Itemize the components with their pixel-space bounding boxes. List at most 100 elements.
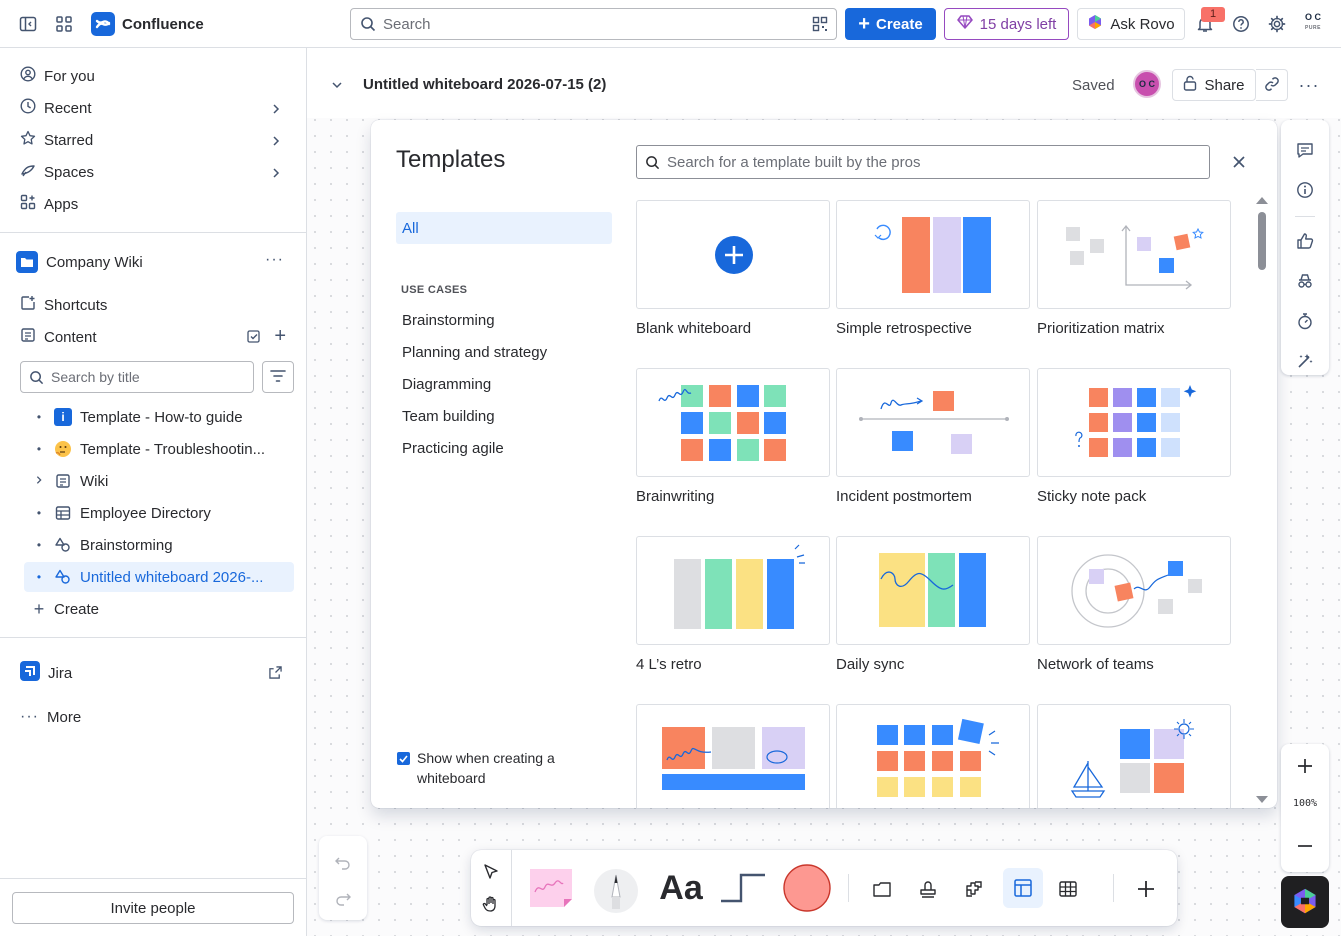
table-grid-icon[interactable]: [1055, 876, 1081, 902]
sidebar-toggle-icon[interactable]: [16, 12, 40, 36]
sidebar-item-for-you[interactable]: For you: [12, 61, 294, 91]
global-search-input[interactable]: Search: [350, 8, 837, 40]
zoom-out-minus-icon[interactable]: [1293, 834, 1317, 858]
templates-scrollbar[interactable]: [1255, 192, 1269, 803]
template-card-4ls-retro[interactable]: 4 L’s retro: [636, 536, 830, 673]
chevron-right-icon[interactable]: [270, 102, 282, 119]
timer-icon[interactable]: [1293, 309, 1317, 333]
magic-wand-icon[interactable]: [1293, 349, 1317, 373]
stamp-icon[interactable]: [915, 876, 941, 902]
rovo-chat-button[interactable]: [1281, 876, 1329, 928]
template-card-row4-3[interactable]: [1037, 704, 1231, 808]
tree-item-troubleshooting[interactable]: • Template - Troubleshootin...: [24, 434, 294, 464]
copy-link-button[interactable]: [1256, 69, 1288, 101]
anonymous-spy-icon[interactable]: [1293, 269, 1317, 293]
content-search-input[interactable]: Search by title: [20, 361, 254, 393]
connector-line-icon[interactable]: [717, 868, 769, 908]
tree-item-employee-directory[interactable]: • Employee Directory: [24, 498, 294, 528]
template-card-postmortem[interactable]: Incident postmortem: [836, 368, 1030, 505]
sidebar-item-jira[interactable]: Jira: [12, 658, 294, 688]
template-card-row4-2[interactable]: [836, 704, 1030, 808]
pen-tool-icon[interactable]: [591, 860, 641, 916]
template-card-daily-sync[interactable]: Daily sync: [836, 536, 1030, 673]
select-cursor-icon[interactable]: [479, 860, 503, 884]
qr-code-icon[interactable]: [812, 16, 828, 36]
tree-create-button[interactable]: + Create: [24, 594, 294, 624]
sticky-note-tool[interactable]: [525, 860, 579, 914]
shape-tool-circle-icon[interactable]: [781, 862, 833, 914]
chevron-right-icon[interactable]: [24, 474, 54, 488]
sidebar-item-more[interactable]: ··· More: [12, 702, 294, 732]
template-card-brainwriting[interactable]: Brainwriting: [636, 368, 830, 505]
create-button[interactable]: + Create: [845, 8, 936, 40]
whiteboard-title[interactable]: Untitled whiteboard 2026-07-15 (2): [363, 76, 607, 93]
undo-icon[interactable]: [331, 850, 355, 874]
collaborator-avatar[interactable]: O C: [1133, 70, 1161, 98]
sidebar-item-content[interactable]: Content +: [12, 322, 294, 352]
redo-icon[interactable]: [331, 886, 355, 910]
more-tools-plus-icon[interactable]: [1133, 876, 1159, 902]
info-icon[interactable]: [1293, 178, 1317, 202]
sidebar-item-recent[interactable]: Recent: [12, 93, 294, 123]
category-agile[interactable]: Practicing agile: [402, 440, 504, 457]
sidebar-item-shortcuts[interactable]: Shortcuts: [12, 290, 294, 320]
zoom-in-plus-icon[interactable]: [1293, 754, 1317, 778]
user-avatar[interactable]: O C PURE: [1300, 12, 1326, 38]
frame-section-icon[interactable]: [869, 876, 895, 902]
confluence-mark-icon: [91, 12, 115, 36]
template-search-input[interactable]: Search for a template built by the pros: [636, 145, 1210, 179]
template-card-retrospective[interactable]: Simple retrospective: [836, 200, 1030, 337]
template-card-sticky-pack[interactable]: Sticky note pack: [1037, 368, 1231, 505]
diamond-icon: [956, 15, 973, 33]
chevron-right-icon[interactable]: [270, 134, 282, 151]
tree-item-howto-guide[interactable]: • i Template - How-to guide: [24, 402, 294, 432]
share-button[interactable]: Share: [1172, 69, 1256, 101]
tree-item-untitled-whiteboard[interactable]: • Untitled whiteboard 2026-...: [24, 562, 294, 592]
invite-people-button[interactable]: Invite people: [12, 892, 294, 924]
template-card-prioritization[interactable]: Prioritization matrix: [1037, 200, 1231, 337]
checklist-icon[interactable]: [246, 329, 262, 349]
scroll-up-arrow-icon[interactable]: [1255, 192, 1269, 208]
template-card-row4-1[interactable]: [636, 704, 830, 808]
filter-button[interactable]: [262, 361, 294, 393]
category-team-building[interactable]: Team building: [402, 408, 495, 425]
space-header[interactable]: Company Wiki ···: [12, 248, 294, 276]
sidebar-item-apps[interactable]: Apps: [12, 189, 294, 219]
thumbs-up-icon[interactable]: [1293, 229, 1317, 253]
search-placeholder: Search for a template built by the pros: [667, 153, 921, 171]
plus-icon: +: [858, 13, 870, 35]
scroll-thumb[interactable]: [1258, 212, 1266, 270]
whiteboard-canvas[interactable]: Untitled whiteboard 2026-07-15 (2) Saved…: [307, 48, 1341, 936]
sidebar-item-spaces[interactable]: Spaces: [12, 157, 294, 187]
settings-gear-icon[interactable]: [1265, 12, 1289, 36]
show-when-creating-checkbox[interactable]: Show when creating a whiteboard: [397, 748, 587, 788]
hand-pan-icon[interactable]: [479, 892, 503, 916]
template-card-network[interactable]: Network of teams: [1037, 536, 1231, 673]
tree-item-brainstorming[interactable]: • Brainstorming: [24, 530, 294, 560]
confluence-logo[interactable]: Confluence: [91, 12, 204, 36]
sidebar-item-starred[interactable]: Starred: [12, 125, 294, 155]
add-content-plus-icon[interactable]: +: [274, 325, 286, 347]
page-icon: [54, 472, 72, 490]
category-planning[interactable]: Planning and strategy: [402, 344, 548, 361]
apps-puzzle-icon[interactable]: [961, 876, 987, 902]
category-all[interactable]: All: [396, 212, 612, 244]
ask-rovo-button[interactable]: Ask Rovo: [1077, 8, 1185, 40]
template-card-blank[interactable]: Blank whiteboard: [636, 200, 830, 337]
category-diagramming[interactable]: Diagramming: [402, 376, 492, 393]
comment-icon[interactable]: [1293, 138, 1317, 162]
category-brainstorming[interactable]: Brainstorming: [402, 312, 495, 329]
chevron-down-icon[interactable]: [331, 78, 343, 94]
tree-item-wiki[interactable]: Wiki: [24, 466, 294, 496]
external-link-icon[interactable]: [269, 666, 282, 683]
more-options-icon[interactable]: ···: [1298, 74, 1320, 95]
app-switcher-icon[interactable]: [52, 12, 76, 36]
close-icon[interactable]: [1227, 150, 1251, 174]
chevron-right-icon[interactable]: [270, 166, 282, 183]
text-tool[interactable]: Aa: [659, 868, 703, 907]
scroll-down-arrow-icon[interactable]: [1255, 792, 1269, 808]
more-horizontal-icon[interactable]: ···: [265, 251, 284, 268]
trial-button[interactable]: 15 days left: [944, 8, 1069, 40]
help-icon[interactable]: [1229, 12, 1253, 36]
templates-tool-icon[interactable]: [1003, 868, 1043, 908]
